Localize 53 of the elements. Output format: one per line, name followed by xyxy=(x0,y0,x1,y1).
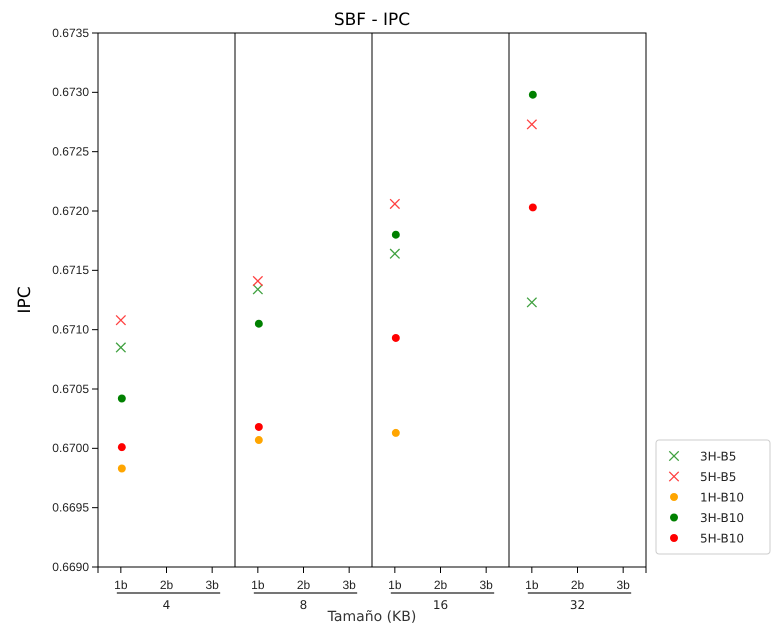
text: 4 xyxy=(162,598,170,612)
y-tick-label: 0.6705 xyxy=(52,382,90,396)
point xyxy=(254,422,263,431)
y-tick-label: 0.6730 xyxy=(52,85,90,100)
y-tick-label: 0.6695 xyxy=(52,500,90,515)
point xyxy=(115,314,126,326)
x-tick-label: 3b xyxy=(205,578,220,592)
x-tick-label: 1b xyxy=(388,578,402,592)
y-tick-label: 0.6735 xyxy=(52,26,90,40)
legend-label: 5H-B10 xyxy=(700,532,744,546)
chart-title: SBF - IPC xyxy=(334,10,410,30)
point xyxy=(526,296,538,308)
point xyxy=(389,248,400,260)
y-tick-label: 0.6720 xyxy=(52,204,90,218)
point xyxy=(252,284,264,295)
point xyxy=(115,342,126,353)
point xyxy=(389,198,400,210)
point xyxy=(526,118,538,130)
y-axis-title: IPC xyxy=(15,286,35,314)
x-tick-label: 3b xyxy=(479,578,494,592)
text: 16 xyxy=(432,598,448,612)
point xyxy=(252,276,264,286)
x-tick-label: 2b xyxy=(570,578,584,592)
x-tick-label: 3b xyxy=(342,578,356,592)
x-tick-label: 2b xyxy=(160,578,174,592)
y-tick-label: 0.6710 xyxy=(52,322,90,337)
x-tick-label: 1b xyxy=(114,578,128,592)
x-tick-label: 3b xyxy=(616,578,630,592)
point xyxy=(118,464,126,472)
y-tick-label: 0.6690 xyxy=(52,560,90,574)
y-tick-label: 0.6700 xyxy=(52,441,90,456)
x-tick-label: 1b xyxy=(525,578,539,592)
x-axis-title: Tamaño (KB) xyxy=(326,609,416,625)
y-tick-label: 0.6725 xyxy=(52,144,90,159)
point xyxy=(118,443,126,452)
y-tick-label: 0.6715 xyxy=(52,263,90,278)
x-tick-label: 2b xyxy=(434,578,448,592)
legend-label: 1H-B10 xyxy=(700,490,744,504)
legend-label: 3H-B10 xyxy=(700,511,744,525)
point xyxy=(254,436,263,444)
text: 8 xyxy=(300,598,308,612)
legend-label: 5H-B5 xyxy=(700,470,736,484)
point xyxy=(528,90,537,99)
point xyxy=(392,428,400,437)
x-tick-label: 1b xyxy=(251,578,265,592)
point xyxy=(118,394,126,402)
point xyxy=(254,320,263,328)
point xyxy=(392,334,400,342)
point xyxy=(392,230,400,239)
text: 32 xyxy=(570,598,586,612)
legend-label: 3H-B5 xyxy=(700,450,736,464)
x-tick-label: 2b xyxy=(296,578,310,592)
point xyxy=(528,203,537,212)
